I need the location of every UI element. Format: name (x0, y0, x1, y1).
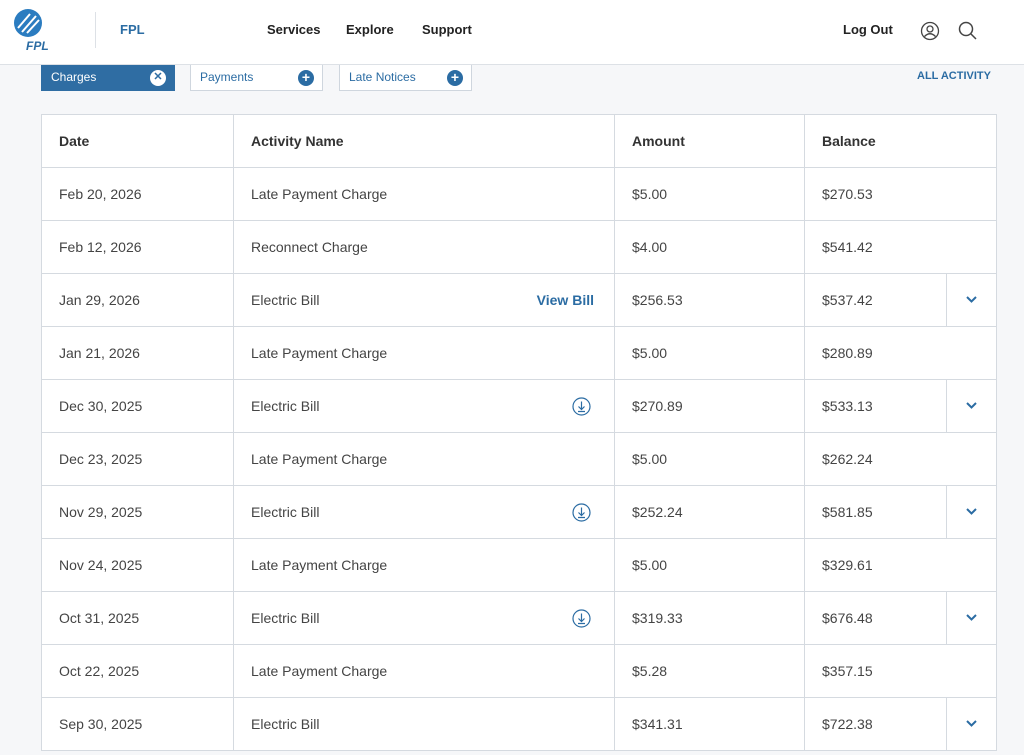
chip-label: Payments (200, 70, 254, 84)
filter-chip[interactable]: Late Notices + (339, 64, 472, 91)
balance-cell: $270.53 (822, 186, 873, 202)
balance-cell: $676.48 (822, 610, 873, 626)
expand-toggle[interactable] (946, 380, 996, 432)
logout[interactable]: Log Out (843, 22, 893, 37)
date-cell: Nov 24, 2025 (42, 539, 234, 591)
filter-chip[interactable]: Payments + (190, 64, 323, 91)
activity-row: Dec 23, 2025 Late Payment Charge $5.00 $262… (42, 433, 996, 486)
nav-item[interactable]: Explore (346, 22, 394, 37)
date-cell: Feb 12, 2026 (42, 221, 234, 273)
amount-cell: $5.00 (615, 539, 805, 591)
activity-row: Feb 12, 2026 Reconnect Charge $4.00 $541.42 (42, 221, 996, 274)
chip-label: Charges (51, 70, 97, 84)
date-cell: Oct 31, 2025 (42, 592, 234, 644)
date-cell: Feb 20, 2026 (42, 168, 234, 220)
balance-cell: $581.85 (822, 504, 873, 520)
activity-table: Date Activity Name Amount Balance Feb 20, 20… (41, 114, 997, 751)
nav-item[interactable]: Support (422, 22, 472, 37)
chip-label: Late Notices (349, 70, 416, 84)
amount-cell: $4.00 (615, 221, 805, 273)
remove-icon[interactable]: ✕ (150, 70, 166, 86)
name-cell: Electric Bill (234, 380, 615, 432)
logo-text: FPL (26, 39, 49, 53)
name-cell: Late Payment Charge (234, 645, 615, 697)
balance-cell: $541.42 (822, 239, 873, 255)
column-header: Activity Name (234, 115, 615, 167)
profile-icon[interactable] (920, 21, 940, 41)
activity-row: Oct 31, 2025 Electric Bill $319.33 $676.48 (42, 592, 996, 645)
activity-row: Sep 30, 2025 Electric Bill $341.31 $722.38 (42, 698, 996, 751)
activity-row: Dec 30, 2025 Electric Bill $270.89 $533.13 (42, 380, 996, 433)
brand[interactable]: FPL (120, 22, 145, 37)
expand-toggle[interactable] (946, 274, 996, 326)
amount-cell: $256.53 (615, 274, 805, 326)
header-row: Date Activity Name Amount Balance (42, 115, 996, 168)
balance-cell: $329.61 (822, 557, 873, 573)
name-cell: Electric Bill (234, 698, 615, 750)
nav-item[interactable]: Services (267, 22, 321, 37)
date-cell: Nov 29, 2025 (42, 486, 234, 538)
header: FPL FPL Services Explore Support Log Out (0, 0, 1024, 65)
filter-chip[interactable]: Charges ✕ (41, 64, 175, 91)
date-cell: Dec 30, 2025 (42, 380, 234, 432)
add-icon[interactable]: + (298, 70, 314, 86)
date-cell: Sep 30, 2025 (42, 698, 234, 750)
expand-toggle[interactable] (946, 486, 996, 538)
name-cell: Electric Bill (234, 592, 615, 644)
add-icon[interactable]: + (447, 70, 463, 86)
balance-cell: $262.24 (822, 451, 873, 467)
expand-toggle[interactable] (946, 592, 996, 644)
name-cell: Late Payment Charge (234, 327, 615, 379)
name-cell: Late Payment Charge (234, 539, 615, 591)
download-icon[interactable] (572, 609, 591, 633)
expand-toggle[interactable] (946, 698, 996, 750)
date-cell: Oct 22, 2025 (42, 645, 234, 697)
date-cell: Jan 29, 2026 (42, 274, 234, 326)
balance-cell: $722.38 (822, 716, 873, 732)
date-cell: Dec 23, 2025 (42, 433, 234, 485)
column-header: Balance (822, 133, 876, 149)
activity-row: Jan 29, 2026 Electric Bill $256.53 $537.42 V… (42, 274, 996, 327)
balance-cell: $357.15 (822, 663, 873, 679)
logo[interactable] (12, 8, 46, 40)
amount-cell: $5.28 (615, 645, 805, 697)
activity-row: Nov 24, 2025 Late Payment Charge $5.00 $329… (42, 539, 996, 592)
search-icon[interactable] (958, 21, 978, 41)
all-activity-link[interactable]: ALL ACTIVITY (917, 70, 991, 82)
amount-cell: $252.24 (615, 486, 805, 538)
name-cell: Electric Bill (234, 486, 615, 538)
column-header: Date (42, 115, 234, 167)
activity-row: Feb 20, 2026 Late Payment Charge $5.00 $270… (42, 168, 996, 221)
name-cell: Late Payment Charge (234, 168, 615, 220)
name-cell: Late Payment Charge (234, 433, 615, 485)
name-cell: Electric Bill (234, 274, 615, 326)
amount-cell: $341.31 (615, 698, 805, 750)
balance-cell: $533.13 (822, 398, 873, 414)
name-cell: Reconnect Charge (234, 221, 615, 273)
amount-cell: $5.00 (615, 327, 805, 379)
amount-cell: $319.33 (615, 592, 805, 644)
balance-cell: $280.89 (822, 345, 873, 361)
amount-cell: $5.00 (615, 168, 805, 220)
amount-cell: $270.89 (615, 380, 805, 432)
column-header: Amount (615, 115, 805, 167)
activity-row: Oct 22, 2025 Late Payment Charge $5.28 $357… (42, 645, 996, 698)
date-cell: Jan 21, 2026 (42, 327, 234, 379)
download-icon[interactable] (572, 503, 591, 527)
download-icon[interactable] (572, 397, 591, 421)
amount-cell: $5.00 (615, 433, 805, 485)
activity-row: Jan 21, 2026 Late Payment Charge $5.00 $280… (42, 327, 996, 380)
activity-row: Nov 29, 2025 Electric Bill $252.24 $581.85 (42, 486, 996, 539)
balance-cell: $537.42 (822, 292, 873, 308)
view-bill-link[interactable]: View Bill (536, 292, 594, 308)
